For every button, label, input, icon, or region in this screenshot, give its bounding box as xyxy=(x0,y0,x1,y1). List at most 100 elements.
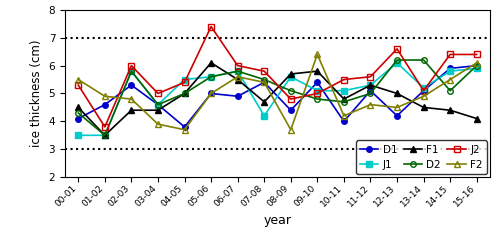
J1 xyxy=(288,75,294,78)
J2 xyxy=(208,25,214,28)
D2 xyxy=(155,103,161,106)
D1 xyxy=(102,103,108,106)
J1 xyxy=(76,134,82,137)
F1 xyxy=(314,70,320,73)
F2 xyxy=(102,95,108,98)
F1 xyxy=(368,84,374,87)
F1 xyxy=(261,100,267,103)
J2 xyxy=(341,78,347,81)
Line: D1: D1 xyxy=(76,63,479,130)
F2 xyxy=(368,103,374,106)
J1 xyxy=(447,70,453,73)
J1 xyxy=(155,103,161,106)
J2 xyxy=(447,53,453,56)
F2 xyxy=(234,75,240,78)
J1 xyxy=(368,84,374,87)
J2 xyxy=(314,92,320,95)
D2 xyxy=(314,98,320,101)
D2 xyxy=(182,92,188,95)
Line: J2: J2 xyxy=(76,24,479,130)
F2 xyxy=(128,98,134,101)
F1 xyxy=(128,109,134,112)
F1 xyxy=(182,92,188,95)
J1 xyxy=(474,67,480,70)
D2 xyxy=(102,134,108,137)
D1 xyxy=(368,89,374,92)
D2 xyxy=(341,100,347,103)
Line: J1: J1 xyxy=(76,60,479,138)
J1 xyxy=(234,70,240,73)
D1 xyxy=(288,109,294,112)
F2 xyxy=(394,106,400,109)
J2 xyxy=(128,64,134,67)
Y-axis label: ice thickness (cm): ice thickness (cm) xyxy=(30,40,43,147)
F2 xyxy=(155,123,161,126)
D1 xyxy=(234,95,240,98)
J2 xyxy=(368,75,374,78)
J1 xyxy=(128,70,134,73)
D2 xyxy=(288,89,294,92)
F1 xyxy=(288,73,294,76)
J1 xyxy=(208,75,214,78)
D1 xyxy=(261,81,267,84)
F2 xyxy=(447,78,453,81)
D1 xyxy=(341,120,347,123)
F2 xyxy=(474,61,480,64)
F1 xyxy=(474,117,480,120)
Legend: D1, J1, F1, D2, J2, F2: D1, J1, F1, D2, J2, F2 xyxy=(356,140,487,174)
J1 xyxy=(341,89,347,92)
J2 xyxy=(155,92,161,95)
F1 xyxy=(341,98,347,101)
J1 xyxy=(102,134,108,137)
F2 xyxy=(208,92,214,95)
X-axis label: year: year xyxy=(264,214,291,227)
F2 xyxy=(314,53,320,56)
F2 xyxy=(261,81,267,84)
D2 xyxy=(128,70,134,73)
J2 xyxy=(234,64,240,67)
F2 xyxy=(288,128,294,131)
D1 xyxy=(394,114,400,117)
D2 xyxy=(474,64,480,67)
D1 xyxy=(314,81,320,84)
F1 xyxy=(76,106,82,109)
D2 xyxy=(76,111,82,114)
Line: F2: F2 xyxy=(76,52,479,133)
J2 xyxy=(394,47,400,50)
D2 xyxy=(394,59,400,62)
J1 xyxy=(182,78,188,81)
F1 xyxy=(420,106,426,109)
F1 xyxy=(394,92,400,95)
D1 xyxy=(155,103,161,106)
J2 xyxy=(261,70,267,73)
F1 xyxy=(234,78,240,81)
D2 xyxy=(447,89,453,92)
D1 xyxy=(208,92,214,95)
D1 xyxy=(420,89,426,92)
D1 xyxy=(128,84,134,87)
D2 xyxy=(208,75,214,78)
J2 xyxy=(102,125,108,128)
D1 xyxy=(447,67,453,70)
J2 xyxy=(182,81,188,84)
F2 xyxy=(182,128,188,131)
F1 xyxy=(208,61,214,64)
J2 xyxy=(420,89,426,92)
F1 xyxy=(447,109,453,112)
J1 xyxy=(314,89,320,92)
Line: D2: D2 xyxy=(76,57,479,138)
J1 xyxy=(261,114,267,117)
Line: F1: F1 xyxy=(76,60,479,138)
D1 xyxy=(76,117,82,120)
F2 xyxy=(76,78,82,81)
J2 xyxy=(474,53,480,56)
F1 xyxy=(102,134,108,137)
J2 xyxy=(76,84,82,87)
D2 xyxy=(261,78,267,81)
J1 xyxy=(394,61,400,64)
F1 xyxy=(155,109,161,112)
F2 xyxy=(420,95,426,98)
D2 xyxy=(234,70,240,73)
F2 xyxy=(341,114,347,117)
D2 xyxy=(420,59,426,62)
